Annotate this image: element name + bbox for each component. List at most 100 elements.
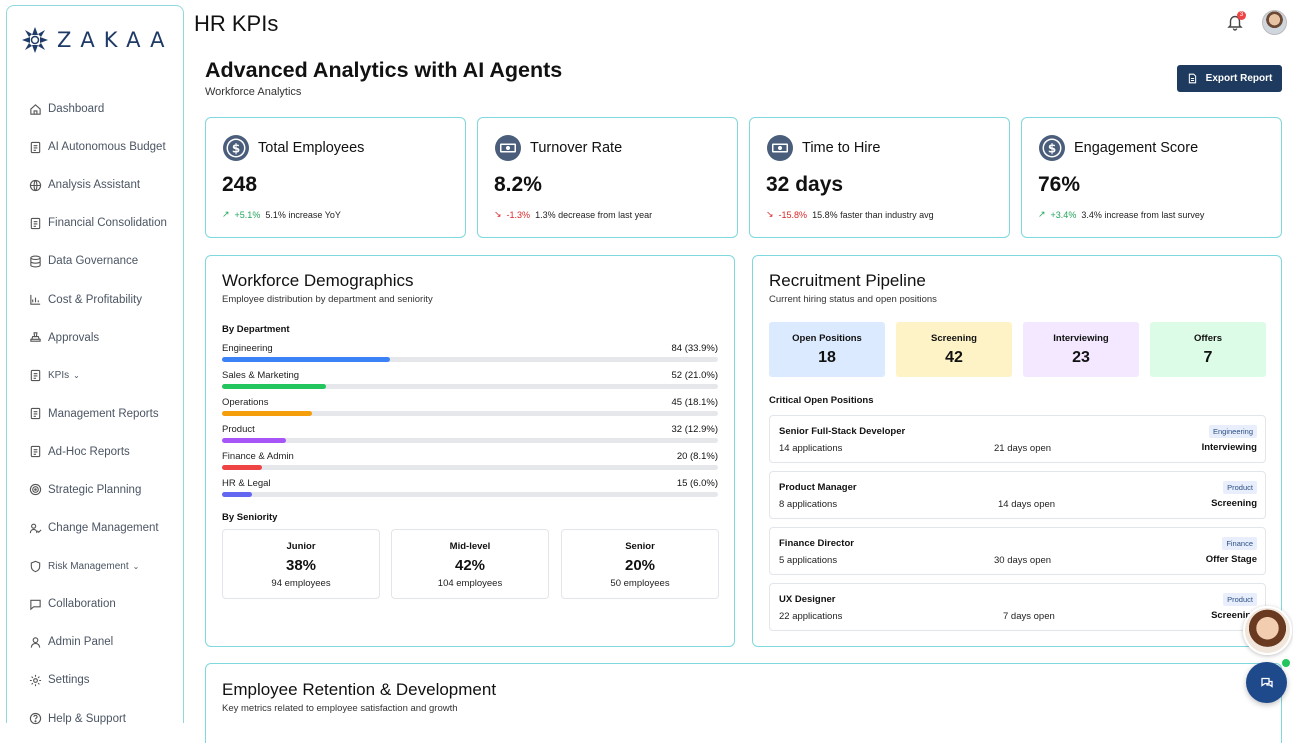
department-value: 45 (18.1%) (671, 397, 718, 408)
sidebar-item-label: Approvals (48, 331, 100, 344)
home-icon (30, 103, 41, 115)
trend-down-icon: ↘ (766, 209, 774, 219)
kpi-note: 5.1% increase YoY (265, 209, 341, 220)
document-icon (30, 217, 41, 229)
kpi-title: Engagement Score (1074, 140, 1199, 156)
kpi-value: 8.2% (494, 173, 542, 196)
seniority-count: 104 employees (437, 578, 503, 589)
brand-logo[interactable]: ZAKAA (21, 26, 173, 54)
position-card-ux-designer[interactable]: UX Designer 22 applications 7 days open … (769, 583, 1266, 631)
kpi-card-engagement-score[interactable]: $ Engagement Score 76% ↗ +3.4% 3.4% incr… (1021, 117, 1282, 238)
kpi-title: Time to Hire (802, 140, 881, 156)
sidebar-item-financial-consolidation[interactable]: Financial Consolidation (7, 204, 183, 242)
document-icon (30, 408, 41, 420)
kpi-trend: ↗ +3.4% 3.4% increase from last survey (1038, 209, 1204, 220)
support-agent-avatar[interactable] (1243, 606, 1292, 655)
kpi-card-total-employees[interactable]: $ Total Employees 248 ↗ +5.1% 5.1% incre… (205, 117, 466, 238)
svg-text:$: $ (232, 142, 240, 156)
sidebar-item-strategic-planning[interactable]: Strategic Planning (7, 471, 183, 509)
position-days-open: 30 days open (994, 555, 1052, 566)
position-title: Senior Full-Stack Developer (779, 426, 906, 437)
panel-subtitle: Employee distribution by department and … (222, 294, 433, 305)
sidebar-item-admin-panel[interactable]: Admin Panel (7, 623, 183, 661)
sidebar-item-ai-autonomous-budget[interactable]: AI Autonomous Budget (7, 128, 183, 166)
progress-track (222, 384, 718, 389)
kpi-change: +3.4% (1050, 209, 1077, 220)
position-title: Finance Director (779, 538, 854, 549)
sidebar-item-management-reports[interactable]: Management Reports (7, 395, 183, 433)
seniority-card-junior: Junior 38% 94 employees (222, 529, 380, 599)
sidebar-item-label: Help & Support (48, 712, 126, 725)
seniority-card-senior: Senior 20% 50 employees (561, 529, 719, 599)
progress-fill (222, 438, 286, 443)
chevron-down-icon: ⌄ (73, 371, 80, 381)
sidebar-item-label: Admin Panel (48, 636, 114, 649)
document-icon (30, 141, 41, 153)
position-status: Screening (1211, 498, 1257, 509)
trend-down-icon: ↘ (494, 209, 502, 219)
pipeline-stage-screening[interactable]: Screening 42 (896, 322, 1012, 377)
notification-badge: 3 (1237, 11, 1246, 20)
sidebar-item-collaboration[interactable]: Collaboration (7, 585, 183, 623)
sidebar-item-settings[interactable]: Settings (7, 661, 183, 699)
page-header-title: HR KPIs (194, 11, 279, 36)
sidebar-item-label: Collaboration (48, 598, 116, 611)
progress-track (222, 465, 718, 470)
progress-fill (222, 492, 252, 497)
department-name: HR & Legal (222, 478, 271, 489)
sidebar-item-label: Risk Management (48, 560, 129, 572)
sidebar-item-data-governance[interactable]: Data Governance (7, 242, 183, 280)
retention-development-panel: Employee Retention & Development Key met… (205, 663, 1282, 743)
target-icon (29, 484, 42, 496)
panel-title: Workforce Demographics (222, 271, 414, 290)
position-days-open: 14 days open (998, 499, 1056, 510)
sidebar-item-label: Management Reports (48, 407, 159, 420)
position-card-senior-full-stack-developer[interactable]: Senior Full-Stack Developer 14 applicati… (769, 415, 1266, 463)
kpi-card-turnover-rate[interactable]: Turnover Rate 8.2% ↘ -1.3% 1.3% decrease… (477, 117, 738, 238)
recruitment-pipeline-panel: Recruitment Pipeline Current hiring stat… (752, 255, 1282, 647)
pipeline-stage-open-positions[interactable]: Open Positions 18 (769, 322, 885, 377)
sidebar-item-change-management[interactable]: Change Management (7, 509, 183, 547)
kpi-title: Turnover Rate (530, 140, 623, 156)
sidebar-item-dashboard[interactable]: Dashboard (7, 90, 183, 128)
sidebar-item-analysis-assistant[interactable]: Analysis Assistant (7, 166, 183, 204)
sidebar-item-help-support[interactable]: Help & Support (7, 700, 183, 738)
sidebar-item-label: Settings (48, 674, 90, 687)
sidebar-item-ad-hoc-reports[interactable]: Ad-Hoc Reports (7, 433, 183, 471)
stage-count: 7 (1203, 349, 1213, 366)
users-icon (29, 523, 42, 533)
department-row-finance-admin: Finance & Admin 20 (8.1%) (222, 451, 718, 475)
stage-label: Interviewing (1053, 333, 1109, 344)
seniority-percent: 20% (624, 557, 656, 574)
database-icon (30, 255, 41, 268)
brand-name: ZAKAA (57, 28, 174, 52)
export-report-button[interactable]: Export Report (1177, 65, 1282, 92)
sidebar-item-approvals[interactable]: Approvals (7, 319, 183, 357)
seniority-count: 94 employees (271, 578, 331, 589)
by-seniority-label: By Seniority (222, 512, 278, 523)
stage-label: Open Positions (792, 333, 862, 344)
kpi-card-time-to-hire[interactable]: Time to Hire 32 days ↘ -15.8% 15.8% fast… (749, 117, 1010, 238)
department-value: 52 (21.0%) (671, 370, 718, 381)
department-value: 32 (12.9%) (671, 424, 718, 435)
position-card-finance-director[interactable]: Finance Director 5 applications 30 days … (769, 527, 1266, 575)
sidebar-item-cost-profitability[interactable]: Cost & Profitability (7, 280, 183, 318)
progress-fill (222, 465, 263, 470)
document-icon (30, 446, 41, 458)
chart-icon (30, 294, 41, 305)
sidebar-item-risk-management[interactable]: Risk Management ⌄ (7, 547, 183, 585)
kpi-value: 32 days (766, 173, 844, 196)
pipeline-stage-offers[interactable]: Offers 7 (1150, 322, 1266, 377)
pipeline-stage-interviewing[interactable]: Interviewing 23 (1023, 322, 1139, 377)
progress-fill (222, 384, 327, 389)
seniority-card-mid-level: Mid-level 42% 104 employees (391, 529, 549, 599)
position-applications: 22 applications (779, 611, 843, 622)
chat-launcher-button[interactable] (1246, 662, 1287, 703)
sidebar-item-kpis[interactable]: KPIs ⌄ (7, 357, 183, 395)
sidebar-nav: Dashboard AI Autonomous Budget Analysis … (7, 90, 183, 738)
kpi-value: 76% (1038, 173, 1081, 196)
position-applications: 5 applications (779, 555, 838, 566)
seniority-level: Mid-level (449, 541, 491, 552)
position-card-product-manager[interactable]: Product Manager 8 applications 14 days o… (769, 471, 1266, 519)
user-avatar[interactable] (1262, 10, 1287, 35)
